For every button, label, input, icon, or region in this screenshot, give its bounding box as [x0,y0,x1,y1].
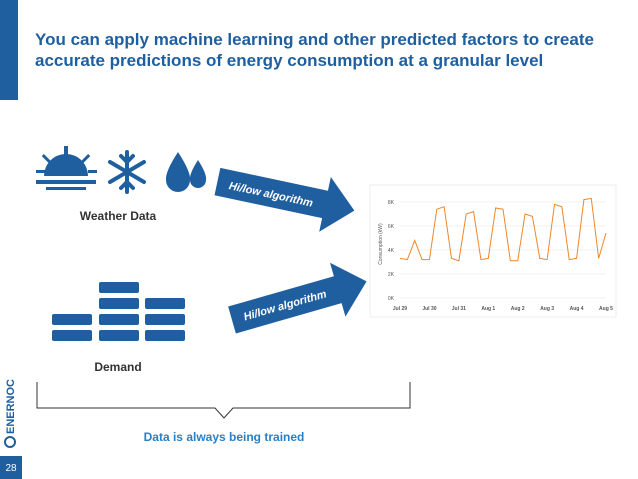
input-label: Demand [94,360,142,374]
arrow: Hi/low algorithm [228,262,367,334]
demand-icon [52,282,185,341]
sun-icon [36,146,97,190]
logo: ENERNOC [4,379,17,448]
title-line: You can apply machine learning and other… [35,30,594,49]
x-tick-label: Aug 2 [511,306,525,312]
accent-bar [0,0,18,100]
y-axis-label: Consumption (kW) [378,223,384,265]
y-tick-label: 8K [388,200,395,206]
x-tick-label: Aug 1 [481,306,495,312]
y-tick-label: 6K [388,224,395,230]
x-tick-label: Aug 3 [540,306,554,312]
input-label: Weather Data [79,209,157,223]
x-tick-label: Aug 5 [599,306,613,312]
note: Data is always being trained [143,430,305,444]
x-tick-label: Jul 29 [393,306,407,312]
page-number-box [0,456,22,479]
bracket [36,382,411,419]
arrow: Hi/low algorithm [214,167,355,232]
page-number: 28 [5,463,17,474]
chart-frame [369,184,617,318]
drops-icon [165,152,207,192]
x-tick-label: Jul 31 [452,306,466,312]
y-tick-label: 4K [388,248,395,254]
y-tick-label: 2K [388,272,395,278]
x-tick-label: Aug 4 [570,306,584,312]
x-tick-label: Jul 30 [422,306,436,312]
y-tick-label: 0K [388,296,395,302]
logo-text: ENERNOC [5,379,17,434]
title-line: accurate predictions of energy consumpti… [35,51,544,70]
snow-icon [108,150,146,194]
series-line [399,197,607,262]
